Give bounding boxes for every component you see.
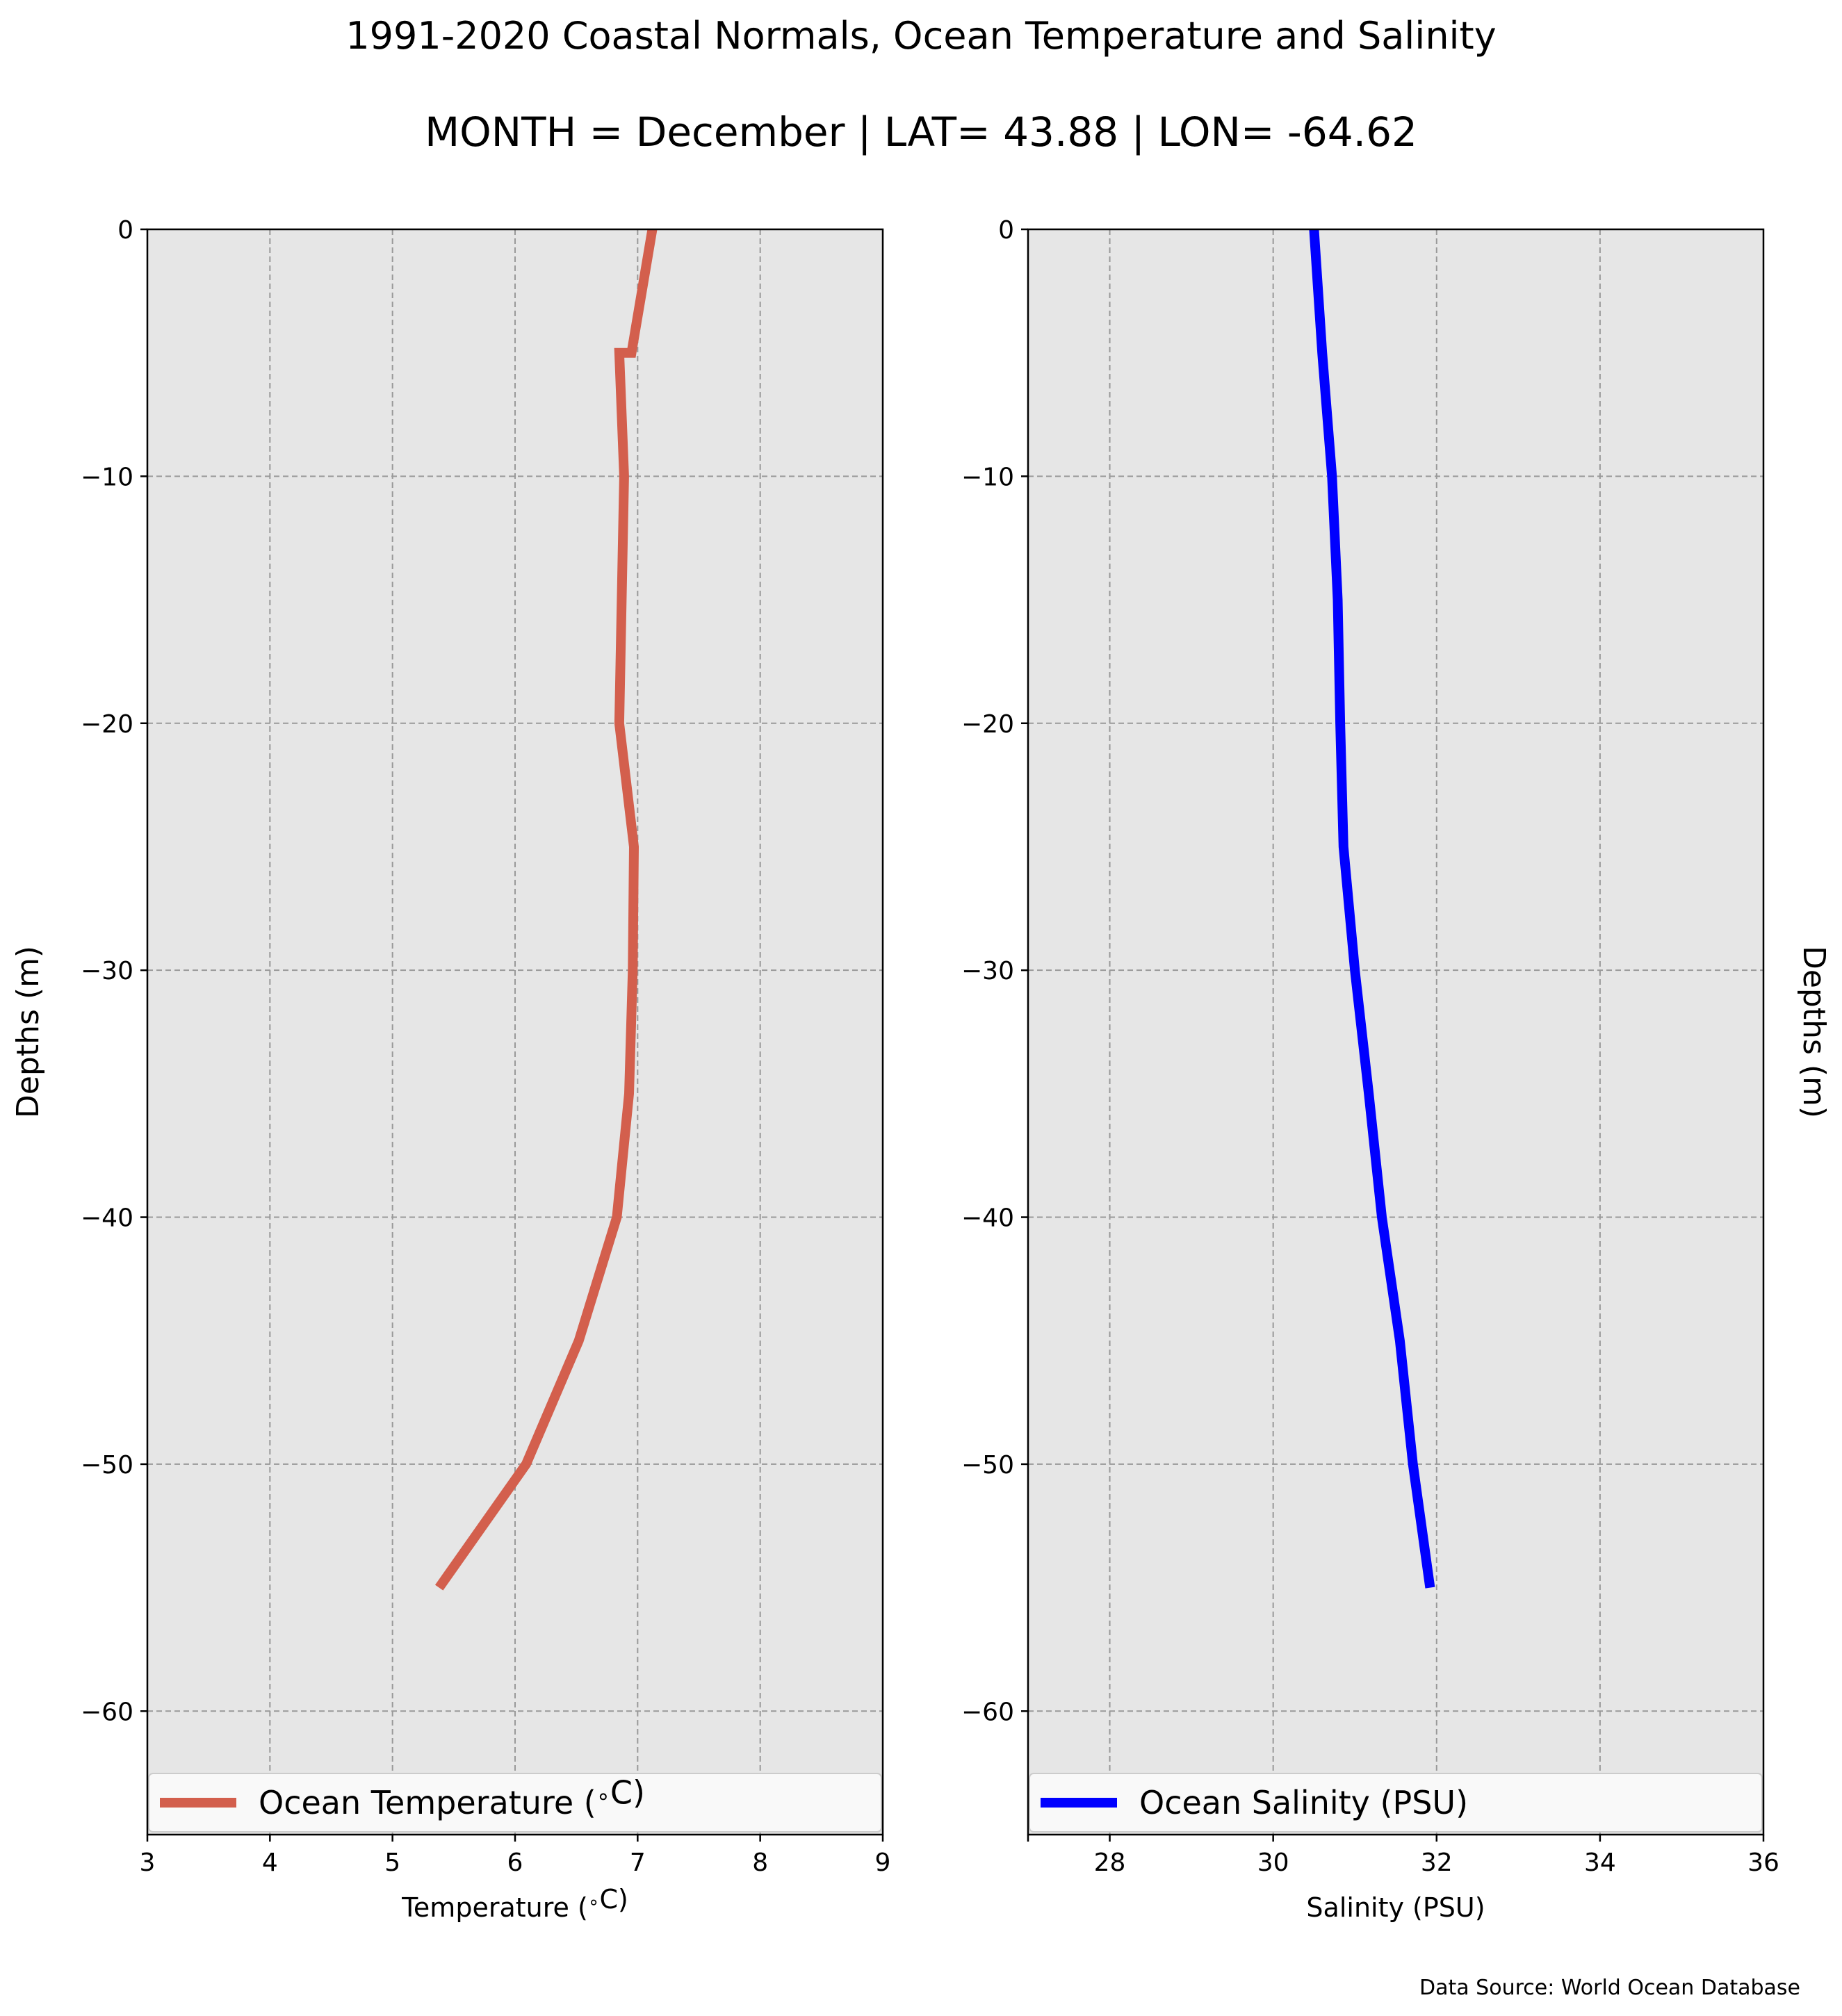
salinity-x-axis-label: Salinity (PSU) (1306, 1892, 1485, 1923)
temperature-y-tick-label: −10 (81, 463, 133, 491)
source-note: Data Source: World Ocean Database (1419, 1976, 1800, 2000)
salinity-legend (1029, 1773, 1763, 1833)
temperature-y-tick-label: −20 (81, 710, 133, 739)
temperature-x-tick-label: 6 (507, 1849, 523, 1877)
salinity-y-tick-label: −60 (961, 1698, 1014, 1726)
temperature-x-tick-label: 4 (262, 1849, 278, 1877)
temperature-x-tick-label: 8 (752, 1849, 768, 1877)
salinity-legend-label: Ocean Salinity (PSU) (1139, 1784, 1468, 1821)
temperature-y-tick-label: −50 (81, 1451, 133, 1480)
temperature-y-tick-label: 0 (117, 216, 133, 245)
temperature-panel: Ocean Temperature (∘C) 3 4 5 6 7 8 9 0 −10 −20 −30 −… (10, 216, 890, 1923)
temperature-legend (148, 1773, 882, 1833)
temperature-legend-label: Ocean Temperature (∘C) (259, 1774, 645, 1821)
salinity-y-tick-label: −10 (961, 463, 1014, 491)
temperature-x-tick-label: 7 (630, 1849, 646, 1877)
salinity-y-tick-label: 0 (998, 216, 1014, 245)
salinity-y-tick-label: −50 (961, 1451, 1014, 1480)
temperature-profile-line (434, 228, 658, 1591)
temperature-y-tick-label: −60 (81, 1698, 133, 1726)
figure-subtitle: MONTH = December | LAT= 43.88 | LON= -64… (425, 108, 1417, 156)
salinity-x-tick-label: 30 (1257, 1849, 1289, 1877)
salinity-axes-frame (1027, 228, 1765, 1836)
temperature-x-tick-label: 3 (140, 1849, 156, 1877)
temperature-y-tick-label: −40 (81, 1204, 133, 1233)
salinity-profile-line (1309, 229, 1435, 1589)
temperature-x-tick-label: 9 (875, 1849, 891, 1877)
salinity-y-axis-label: Depths (m) (1796, 946, 1832, 1118)
salinity-panel: Ocean Salinity (PSU) 28 30 32 34 36 0 −10 −20 −30… (961, 216, 1832, 1923)
temperature-x-axis-label: Temperature (∘C) (401, 1884, 628, 1923)
temperature-x-tick-label: 5 (384, 1849, 400, 1877)
figure-title: 1991-2020 Coastal Normals, Ocean Tempera… (345, 14, 1496, 58)
salinity-plot-area (1028, 229, 1763, 1835)
temperature-y-axis-label: Depths (m) (10, 946, 46, 1118)
salinity-y-tick-label: −30 (961, 957, 1014, 985)
salinity-y-tick-label: −20 (961, 710, 1014, 739)
salinity-x-tick-label: 28 (1094, 1849, 1126, 1877)
salinity-x-tick-label: 34 (1584, 1849, 1616, 1877)
temperature-y-tick-label: −30 (81, 957, 133, 985)
salinity-y-tick-label: −40 (961, 1204, 1014, 1233)
salinity-x-tick-label: 36 (1747, 1849, 1779, 1877)
salinity-x-tick-label: 32 (1421, 1849, 1453, 1877)
